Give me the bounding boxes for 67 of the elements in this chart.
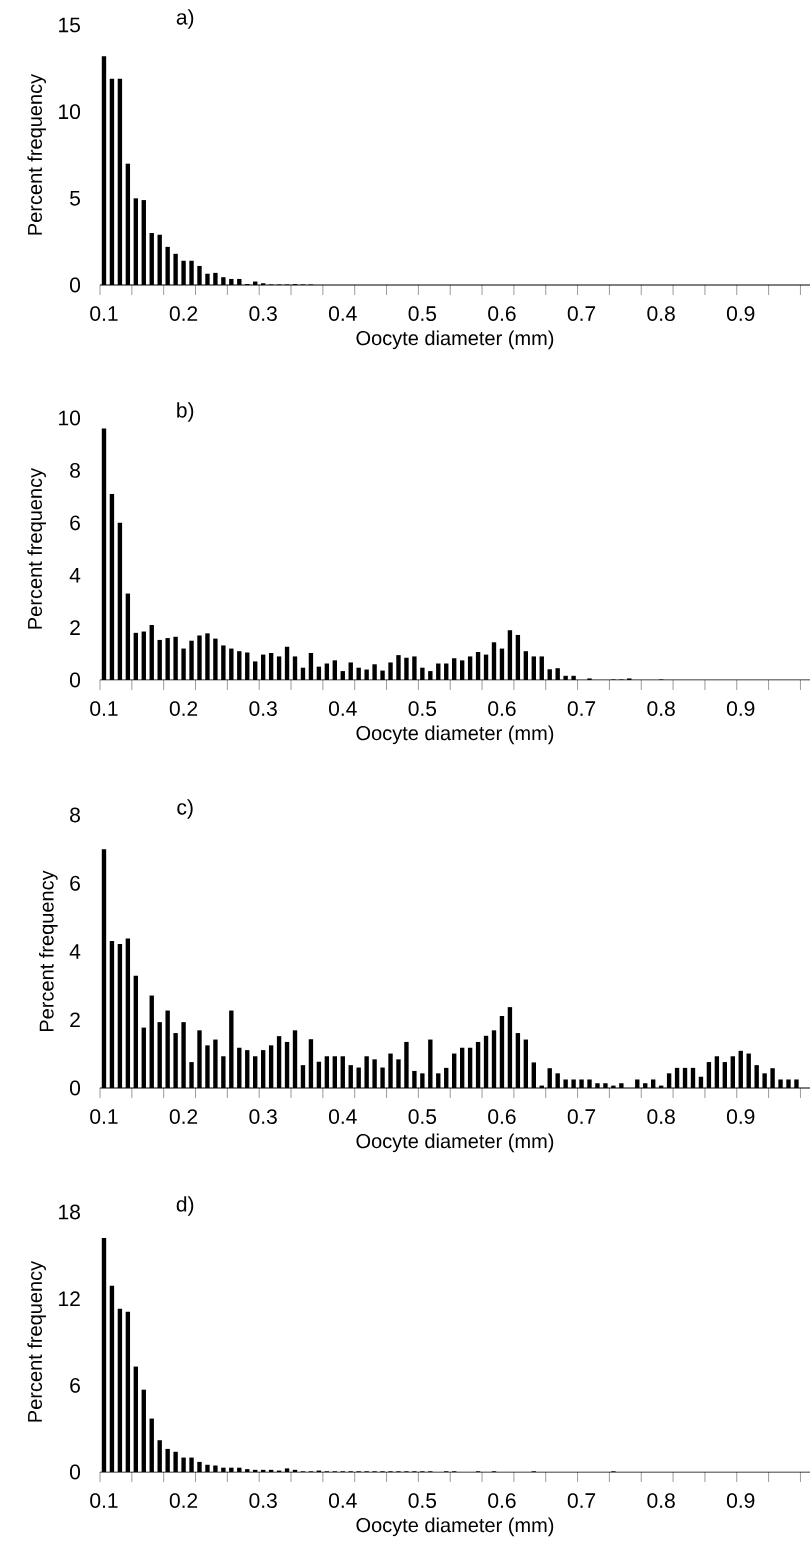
- chart-title: b): [177, 402, 194, 422]
- y-tick-label: 2: [70, 620, 80, 635]
- y-tick-label: 12: [59, 1291, 80, 1307]
- x-tick-label: 0.2: [169, 1109, 198, 1125]
- y-tick-label: 2: [70, 1012, 80, 1028]
- y-tick-label: 0: [70, 1080, 81, 1096]
- x-tick-label: 0.7: [567, 306, 596, 322]
- x-tick-label: 0.6: [488, 306, 516, 322]
- x-tick-label: 0.3: [249, 306, 277, 322]
- x-tick-label: 0.4: [328, 1109, 357, 1125]
- x-tick-label: 0.8: [647, 1493, 675, 1509]
- chart-title: c): [177, 799, 193, 819]
- x-axis-title: Oocyte diameter (mm): [356, 1133, 554, 1153]
- y-tick-label: 8: [70, 807, 80, 823]
- x-tick-label: 0.8: [647, 1109, 675, 1125]
- y-axis-title: Percent frequency: [27, 1260, 46, 1422]
- x-tick-label: 0.7: [567, 1493, 596, 1509]
- x-tick-label: 0.6: [488, 1493, 516, 1509]
- y-tick-label: 5: [70, 191, 80, 206]
- y-tick-label: 0: [70, 1464, 81, 1480]
- x-tick-label: 0.4: [328, 701, 357, 717]
- y-tick-label: 6: [70, 515, 80, 531]
- y-tick-label: 8: [70, 462, 80, 478]
- y-axis-title: Percent frequency: [39, 870, 58, 1032]
- x-tick-label: 0.9: [726, 306, 755, 322]
- x-tick-label: 0.4: [328, 306, 357, 322]
- x-tick-label: 0.2: [169, 306, 198, 322]
- x-tick-label: 0.1: [90, 1109, 118, 1125]
- x-tick-label: 0.2: [169, 1493, 198, 1509]
- y-tick-label: 10: [59, 104, 81, 120]
- x-tick-label: 0.5: [408, 306, 437, 322]
- chart-title: d): [176, 1196, 194, 1216]
- x-tick-label: 0.1: [90, 306, 118, 322]
- x-tick-label: 0.2: [169, 701, 198, 717]
- x-axis-title: Oocyte diameter (mm): [356, 725, 554, 745]
- x-tick-label: 0.1: [90, 1493, 118, 1509]
- x-tick-label: 0.6: [488, 1109, 516, 1125]
- y-tick-label: 0: [70, 672, 81, 688]
- x-tick-label: 0.5: [408, 701, 437, 717]
- y-tick-label: 4: [69, 567, 81, 583]
- x-axis-title: Oocyte diameter (mm): [356, 1517, 554, 1537]
- y-tick-label: 18: [59, 1204, 80, 1220]
- x-tick-label: 0.8: [647, 701, 675, 717]
- x-tick-label: 0.9: [726, 1493, 755, 1509]
- x-tick-label: 0.8: [647, 306, 675, 322]
- y-tick-label: 0: [70, 277, 81, 293]
- x-tick-label: 0.7: [567, 701, 596, 717]
- x-tick-label: 0.1: [90, 701, 118, 717]
- x-tick-label: 0.9: [726, 701, 755, 717]
- y-tick-label: 10: [59, 410, 81, 426]
- x-tick-label: 0.4: [328, 1493, 357, 1509]
- x-tick-label: 0.9: [726, 1109, 755, 1125]
- x-tick-label: 0.3: [249, 1493, 277, 1509]
- x-tick-label: 0.6: [488, 701, 516, 717]
- x-tick-label: 0.3: [249, 701, 277, 717]
- x-tick-label: 0.3: [249, 1109, 277, 1125]
- y-tick-label: 6: [70, 875, 80, 891]
- x-tick-label: 0.5: [408, 1493, 437, 1509]
- chart-title: a): [176, 9, 194, 29]
- x-tick-label: 0.5: [408, 1109, 437, 1125]
- y-tick-label: 15: [59, 17, 80, 33]
- y-axis-title: Percent frequency: [27, 467, 46, 629]
- y-tick-label: 6: [70, 1377, 80, 1393]
- y-axis-title: Percent frequency: [27, 73, 46, 235]
- y-tick-label: 4: [69, 944, 81, 959]
- x-axis-title: Oocyte diameter (mm): [356, 330, 554, 350]
- x-tick-label: 0.7: [567, 1109, 596, 1125]
